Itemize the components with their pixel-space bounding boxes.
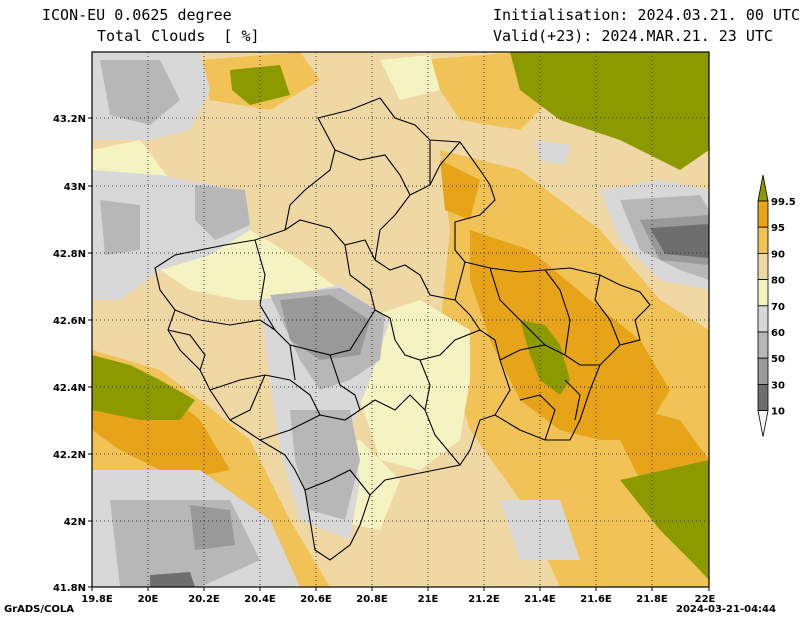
cloud-band-50 (290, 410, 360, 520)
legend-level-label: 70 (771, 302, 785, 313)
cloud-band-99 (520, 320, 570, 395)
cloud-band-99 (510, 52, 709, 170)
lat-label: 42.6N (53, 316, 86, 327)
lon-label: 22E (695, 594, 716, 605)
cloud-band-50 (100, 200, 140, 255)
cloud-band-99 (92, 355, 195, 420)
cloud-band-50 (195, 185, 250, 240)
lat-label: 43N (64, 182, 86, 193)
cloud-band-60 (500, 500, 580, 560)
legend-level-label: 95 (771, 223, 785, 234)
legend-level-label: 80 (771, 276, 785, 287)
cloud-field (92, 52, 709, 587)
cloud-band-10 (650, 224, 709, 258)
cloud-band-70 (380, 55, 440, 100)
cloud-band-99 (620, 460, 709, 580)
lon-label: 20.8E (356, 594, 388, 605)
lon-label: 21.4E (524, 594, 556, 605)
init-time: Initialisation: 2024.03.21. 00 UTC (493, 6, 800, 24)
legend-level-label: 10 (771, 407, 785, 418)
lat-label: 43.2N (53, 114, 86, 125)
cloud-band-30 (280, 295, 370, 360)
legend-level-label: 90 (771, 249, 785, 260)
lat-label: 41.8N (53, 583, 86, 594)
legend-level-label: 30 (771, 380, 785, 391)
legend-swatch (757, 357, 769, 385)
cloud-band-10 (150, 572, 195, 587)
cloud-band-60 (535, 140, 570, 165)
lon-label: 20.4E (244, 594, 276, 605)
boundaries (154, 97, 651, 561)
lon-label: 20.2E (188, 594, 220, 605)
lon-label: 21E (418, 594, 439, 605)
lat-label: 42.4N (53, 383, 86, 394)
lon-label: 21.8E (636, 594, 668, 605)
cloud-band-95 (440, 160, 480, 220)
legend-swatch (757, 410, 769, 437)
color-legend: 99.5 95 90 80 70 60 50 30 10 (757, 174, 796, 437)
lat-label: 42.2N (53, 450, 86, 461)
lat-lon-grid (92, 52, 709, 587)
cloud-band-70 (360, 300, 470, 470)
country-outline (154, 97, 651, 561)
legend-swatch (757, 226, 769, 254)
legend-level-label: 60 (771, 328, 785, 339)
legend-swatch (757, 305, 769, 333)
valid-time: Valid(+23): 2024.MAR.21. 23 UTC (493, 27, 773, 45)
lon-label: 21.6E (580, 594, 612, 605)
legend-swatch (757, 279, 769, 307)
legend-swatch (757, 383, 769, 411)
field-title: Total Clouds [ %] (97, 27, 260, 45)
legend-swatch (757, 252, 769, 280)
legend-swatch (757, 174, 769, 202)
legend-level-label: 99.5 (771, 197, 796, 208)
software-credit: GrADS/COLA (4, 604, 74, 615)
legend-swatch (757, 200, 769, 228)
lat-label: 42N (64, 517, 86, 528)
lon-label: 19.8E (81, 594, 113, 605)
legend-level-label: 50 (771, 354, 785, 365)
legend-swatch (757, 331, 769, 359)
model-title: ICON-EU 0.0625 degree (42, 6, 232, 24)
lon-label: 21.2E (468, 594, 500, 605)
lat-label: 42.8N (53, 249, 86, 260)
cloud-band-50 (100, 60, 180, 125)
creation-timestamp: 2024-03-21-04:44 (676, 604, 776, 615)
cloud-band-30 (190, 505, 235, 550)
lon-label: 20E (138, 594, 159, 605)
lon-label: 20.6E (300, 594, 332, 605)
